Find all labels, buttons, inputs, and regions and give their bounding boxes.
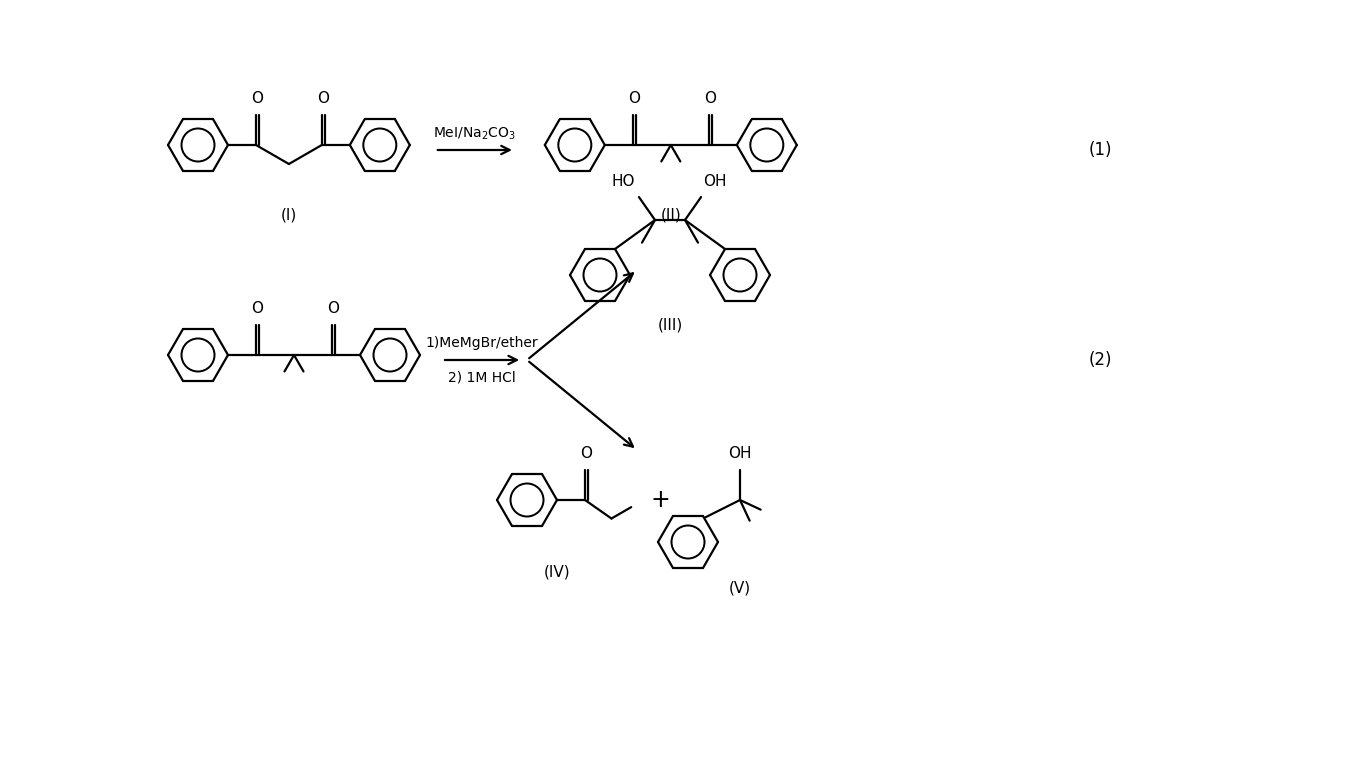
- Text: (II): (II): [661, 207, 681, 223]
- Text: O: O: [252, 301, 262, 316]
- Text: (IV): (IV): [544, 565, 570, 580]
- Text: O: O: [704, 91, 715, 106]
- Text: (2): (2): [1088, 351, 1111, 369]
- Text: 2) 1M HCl: 2) 1M HCl: [449, 370, 515, 384]
- Text: O: O: [326, 301, 339, 316]
- Text: OH: OH: [728, 446, 752, 461]
- Text: O: O: [579, 446, 592, 461]
- Text: (III): (III): [657, 317, 683, 333]
- Text: MeI/Na$_2$CO$_3$: MeI/Na$_2$CO$_3$: [434, 125, 517, 142]
- Text: OH: OH: [703, 174, 726, 189]
- Text: O: O: [252, 91, 262, 106]
- Text: HO: HO: [612, 174, 635, 189]
- Text: (I): (I): [280, 207, 296, 223]
- Text: O: O: [317, 91, 329, 106]
- Text: +: +: [650, 488, 670, 512]
- Text: (1): (1): [1088, 141, 1111, 159]
- Text: O: O: [628, 91, 639, 106]
- Text: 1)MeMgBr/ether: 1)MeMgBr/ether: [426, 336, 539, 350]
- Text: (V): (V): [729, 581, 751, 595]
